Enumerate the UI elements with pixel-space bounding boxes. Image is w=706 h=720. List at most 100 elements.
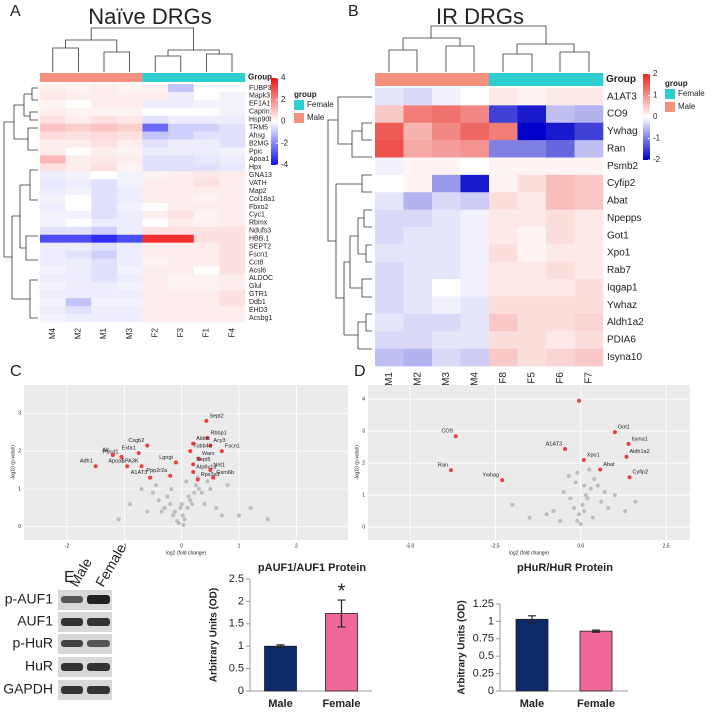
heatmap-cell	[168, 298, 195, 307]
heatmap-cell	[40, 123, 66, 132]
heatmap-cell	[168, 203, 195, 212]
heatmap-cell	[460, 192, 490, 210]
heatmap-cell	[489, 261, 518, 280]
heatmap-cell	[403, 279, 433, 297]
point	[575, 518, 580, 523]
heatmap-cell	[65, 282, 92, 291]
point	[116, 517, 121, 522]
heatmap-cell	[142, 139, 169, 148]
heatmap-cell	[168, 131, 195, 140]
y-tick-label: 0.5	[479, 650, 494, 662]
point	[186, 494, 191, 499]
x-tick-label: 1	[238, 543, 241, 549]
point	[599, 499, 604, 504]
blot-band	[87, 618, 110, 626]
heatmap-cell	[403, 157, 433, 176]
heatmap-cell	[116, 258, 143, 267]
heatmap-cell	[65, 91, 92, 101]
heatmap-cell	[460, 157, 490, 176]
heatmap-cell	[142, 155, 169, 164]
heatmap-cell	[91, 203, 118, 212]
heatmap-cell	[168, 187, 195, 196]
point-label: CO9	[441, 429, 452, 435]
blot-band	[61, 596, 83, 603]
heatmap-cell	[517, 296, 547, 315]
heatmap-cell	[142, 218, 169, 228]
heatmap-cell	[116, 282, 143, 291]
point-label: Pbcd1	[103, 449, 119, 455]
heatmap-cell	[432, 88, 461, 106]
column-dendrogram-b	[388, 25, 590, 72]
point	[165, 494, 170, 499]
row-dendrogram-b	[327, 96, 372, 350]
group-cell	[142, 73, 169, 82]
heatmap-cell	[142, 179, 169, 188]
heatmap-cell	[574, 313, 604, 332]
column-label: M1	[384, 372, 395, 386]
heatmap-cell	[375, 122, 404, 141]
heatmap-cell	[193, 266, 220, 275]
heatmap-cell	[65, 123, 92, 132]
heatmap-cell	[489, 227, 518, 245]
heatmap-cell	[116, 115, 143, 124]
point	[192, 490, 197, 495]
heatmap-cell	[193, 187, 220, 196]
row-label: Cyfip2	[607, 178, 636, 189]
heatmap-cell	[142, 147, 169, 156]
point	[265, 517, 270, 522]
point	[623, 509, 628, 514]
y-tick-label: 0	[18, 524, 21, 530]
highlighted-point	[168, 473, 173, 478]
heatmap-cell	[193, 242, 220, 251]
heatmap-cell	[168, 250, 195, 259]
point	[561, 489, 566, 494]
heatmap-cell	[375, 192, 404, 210]
error-bar	[528, 615, 536, 624]
blot-strip	[58, 634, 112, 654]
heatmap-cell	[403, 140, 433, 158]
heatmap-cell	[40, 163, 66, 172]
group-cell	[489, 73, 518, 86]
blot-strip	[58, 612, 112, 632]
point	[169, 486, 174, 491]
heatmap-cell	[116, 218, 143, 228]
colorbar-tick-label: 2	[653, 69, 658, 78]
heatmap-cell	[116, 298, 143, 307]
y-tick-label: 2	[362, 460, 365, 466]
heatmap-cell	[91, 306, 118, 315]
point	[219, 513, 224, 518]
legend-label: Female	[307, 100, 334, 109]
heatmap-cell	[65, 266, 92, 275]
point	[162, 505, 167, 510]
point	[551, 509, 556, 514]
row-label: Aldh1a2	[607, 317, 644, 328]
blot-band	[87, 663, 110, 671]
heatmap-cell	[65, 314, 92, 323]
y-tick-label: 1	[18, 486, 21, 492]
point	[568, 496, 573, 501]
heatmap-cell	[375, 88, 404, 106]
heatmap-cell	[168, 163, 195, 172]
heatmap-cell	[574, 296, 604, 315]
bar	[264, 645, 297, 692]
heatmap-cell	[40, 171, 66, 180]
heatmap-cell	[40, 147, 66, 156]
heatmap-cell	[168, 84, 195, 93]
legend-label: Male	[678, 102, 696, 111]
heatmap-cell	[517, 348, 547, 367]
chart-title: pAUF1/AUF1 Protein	[258, 562, 366, 574]
point	[510, 502, 515, 507]
highlighted-point	[196, 456, 201, 461]
point	[582, 509, 587, 514]
row-label: A1AT3	[607, 91, 637, 102]
point-label: Acy3	[213, 438, 225, 444]
heatmap-cell	[193, 155, 220, 164]
heatmap-cell	[219, 234, 246, 243]
row-label: Map2	[249, 188, 267, 195]
row-label: Ywhaz	[607, 300, 637, 311]
point	[172, 509, 177, 514]
point-label: Isyna1	[632, 436, 648, 442]
point	[612, 493, 617, 498]
heatmap-cell	[142, 306, 169, 315]
heatmap-cell	[65, 258, 92, 267]
